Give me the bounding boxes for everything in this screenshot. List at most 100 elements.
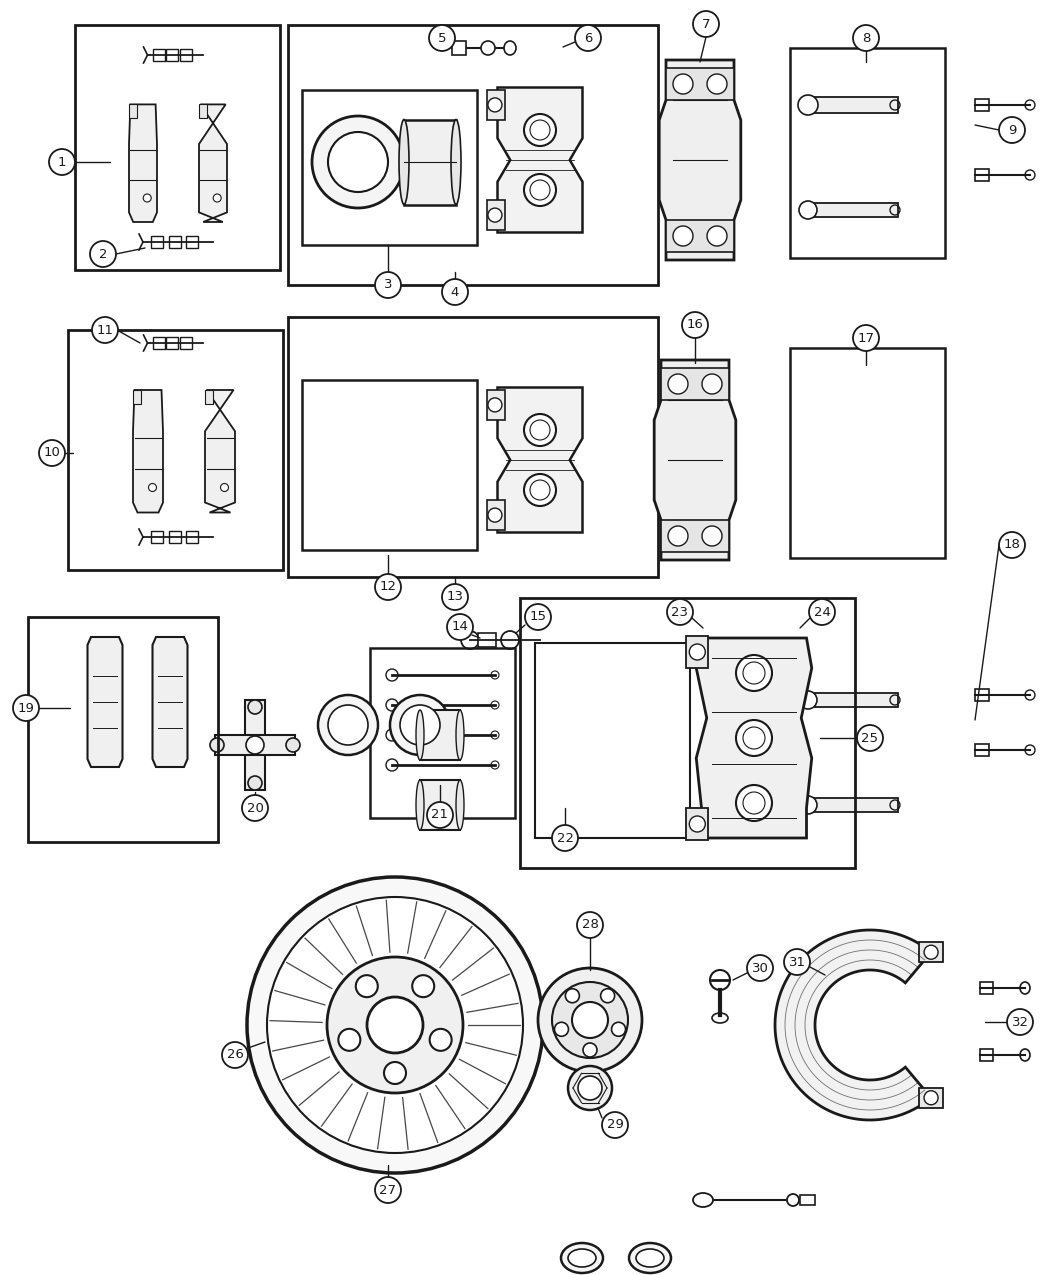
Circle shape — [565, 988, 580, 1002]
Circle shape — [491, 671, 499, 680]
Circle shape — [525, 604, 551, 630]
Text: 1: 1 — [58, 156, 66, 168]
Circle shape — [1025, 745, 1035, 755]
Text: 10: 10 — [43, 446, 61, 459]
Circle shape — [386, 669, 398, 681]
Ellipse shape — [416, 710, 424, 760]
Circle shape — [400, 705, 440, 745]
Circle shape — [375, 574, 401, 601]
Circle shape — [583, 1043, 597, 1057]
Polygon shape — [152, 638, 188, 768]
Circle shape — [702, 374, 722, 394]
Ellipse shape — [416, 780, 424, 830]
Text: 6: 6 — [584, 32, 592, 45]
Circle shape — [552, 982, 628, 1058]
Circle shape — [427, 802, 453, 827]
Bar — [404, 120, 456, 205]
Bar — [205, 390, 213, 404]
Circle shape — [707, 74, 727, 94]
Bar — [245, 700, 265, 790]
Circle shape — [572, 1002, 608, 1038]
Text: 2: 2 — [99, 247, 107, 260]
Circle shape — [853, 325, 879, 351]
Text: 5: 5 — [438, 32, 446, 45]
Circle shape — [601, 988, 614, 1002]
Bar — [808, 694, 898, 708]
Bar — [168, 530, 181, 543]
Ellipse shape — [712, 1014, 728, 1023]
Circle shape — [667, 599, 693, 625]
Circle shape — [92, 317, 118, 343]
Circle shape — [924, 1091, 938, 1104]
Bar — [975, 99, 989, 111]
Circle shape — [578, 912, 603, 938]
Circle shape — [447, 615, 473, 640]
Bar — [215, 734, 295, 755]
Bar — [420, 710, 460, 760]
Circle shape — [242, 796, 268, 821]
Circle shape — [213, 194, 222, 201]
Circle shape — [386, 759, 398, 771]
Circle shape — [702, 527, 722, 546]
Bar — [68, 330, 284, 570]
Circle shape — [736, 785, 772, 821]
Circle shape — [220, 483, 229, 491]
Circle shape — [390, 695, 450, 755]
Bar — [790, 48, 945, 258]
Circle shape — [222, 1042, 248, 1068]
Bar — [975, 170, 989, 181]
Bar — [808, 798, 898, 812]
Circle shape — [784, 949, 810, 975]
Ellipse shape — [456, 710, 464, 760]
Circle shape — [210, 738, 224, 752]
Circle shape — [673, 226, 693, 246]
Bar — [919, 1088, 943, 1108]
Text: 14: 14 — [452, 621, 468, 634]
Circle shape — [799, 796, 817, 813]
Circle shape — [578, 1076, 602, 1100]
Text: 8: 8 — [862, 32, 870, 45]
Circle shape — [318, 695, 378, 755]
Ellipse shape — [693, 1193, 713, 1207]
Text: 3: 3 — [383, 278, 393, 292]
Polygon shape — [659, 60, 741, 260]
Polygon shape — [696, 638, 812, 838]
Circle shape — [668, 527, 688, 546]
Text: 31: 31 — [789, 955, 805, 969]
Text: 23: 23 — [672, 606, 689, 618]
Bar — [686, 636, 708, 668]
Circle shape — [429, 1029, 452, 1051]
Circle shape — [488, 509, 502, 521]
Bar — [808, 97, 898, 113]
Bar — [662, 520, 729, 552]
Bar — [452, 41, 466, 55]
Circle shape — [524, 113, 557, 147]
Circle shape — [386, 729, 398, 741]
Circle shape — [286, 738, 300, 752]
Circle shape — [386, 699, 398, 711]
Bar — [800, 1195, 815, 1205]
Text: 20: 20 — [247, 802, 264, 815]
Circle shape — [13, 695, 39, 720]
Ellipse shape — [452, 120, 461, 204]
Text: 7: 7 — [701, 18, 710, 31]
Bar — [166, 337, 179, 349]
Polygon shape — [133, 390, 163, 513]
Circle shape — [853, 26, 879, 51]
Circle shape — [501, 631, 519, 649]
Text: 4: 4 — [450, 286, 459, 298]
Ellipse shape — [1020, 1049, 1030, 1061]
Text: 21: 21 — [432, 808, 448, 821]
Bar — [919, 942, 943, 963]
Bar — [487, 200, 505, 230]
Bar — [288, 317, 658, 578]
Circle shape — [524, 414, 557, 446]
Bar — [487, 500, 505, 530]
Circle shape — [328, 133, 388, 193]
Circle shape — [673, 74, 693, 94]
Circle shape — [799, 201, 817, 219]
Circle shape — [799, 691, 817, 709]
Circle shape — [327, 958, 463, 1093]
Polygon shape — [775, 929, 931, 1119]
Text: 25: 25 — [861, 732, 879, 745]
